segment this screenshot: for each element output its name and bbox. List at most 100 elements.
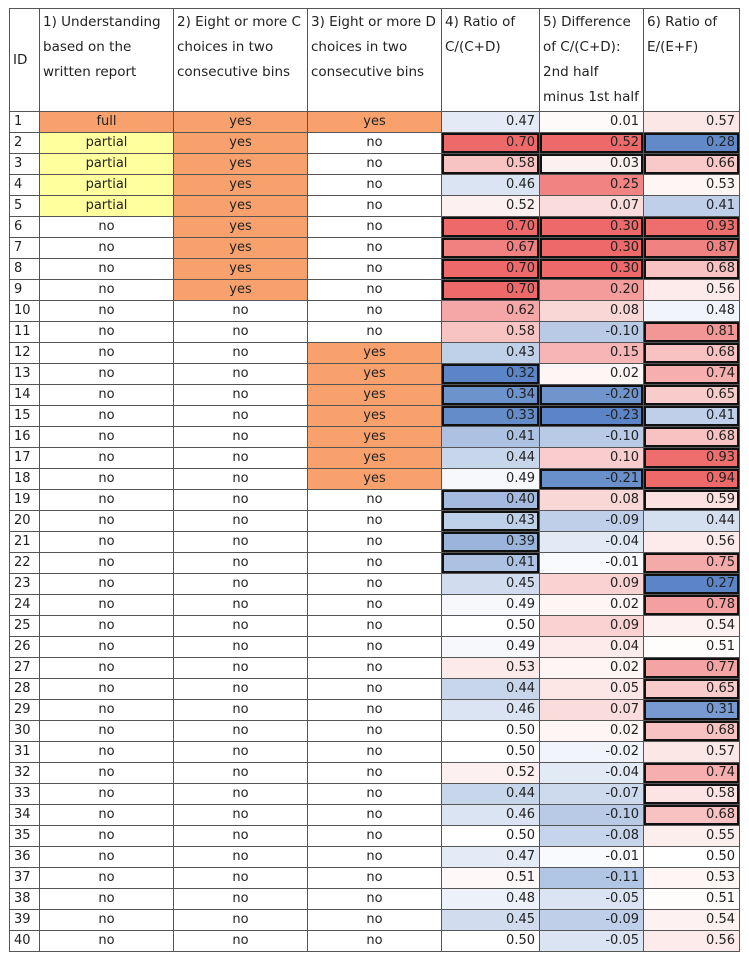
results-table: ID 1) Understanding based on the written…: [9, 8, 740, 952]
cell-id: 29: [9, 699, 40, 721]
header-c-choices: 2) Eight or more C choices in two consec…: [173, 8, 308, 112]
cell-d-choices: no: [307, 846, 442, 868]
cell-difference-cd: 0.30: [539, 258, 644, 280]
cell-ratio-ef: 0.48: [643, 300, 740, 322]
cell-id: 26: [9, 636, 40, 658]
cell-id: 16: [9, 426, 40, 448]
cell-difference-cd: 0.08: [539, 489, 644, 511]
cell-d-choices: no: [307, 531, 442, 553]
table-row: 10 no no no 0.62 0.08 0.48: [9, 300, 740, 322]
cell-c-choices: no: [173, 741, 308, 763]
cell-id: 25: [9, 615, 40, 637]
cell-c-choices: yes: [173, 153, 308, 175]
cell-ratio-ef: 0.68: [643, 342, 740, 364]
table-row: 6 no yes no 0.70 0.30 0.93: [9, 216, 740, 238]
cell-d-choices: no: [307, 615, 442, 637]
cell-c-choices: no: [173, 678, 308, 700]
cell-ratio-cd: 0.43: [441, 510, 540, 532]
table-row: 9 no yes no 0.70 0.20 0.56: [9, 279, 740, 301]
cell-difference-cd: 0.52: [539, 132, 644, 154]
table-row: 22 no no no 0.41 -0.01 0.75: [9, 552, 740, 574]
cell-ratio-cd: 0.39: [441, 531, 540, 553]
cell-ratio-ef: 0.51: [643, 888, 740, 910]
cell-c-choices: no: [173, 657, 308, 679]
cell-id: 1: [9, 111, 40, 133]
cell-difference-cd: 0.01: [539, 111, 644, 133]
cell-c-choices: no: [173, 405, 308, 427]
cell-d-choices: no: [307, 195, 442, 217]
cell-ratio-cd: 0.67: [441, 237, 540, 259]
cell-difference-cd: 0.02: [539, 594, 644, 616]
cell-understanding: partial: [39, 195, 174, 217]
cell-difference-cd: -0.10: [539, 426, 644, 448]
cell-ratio-cd: 0.45: [441, 573, 540, 595]
cell-c-choices: no: [173, 384, 308, 406]
cell-ratio-cd: 0.70: [441, 258, 540, 280]
cell-c-choices: yes: [173, 132, 308, 154]
cell-ratio-cd: 0.32: [441, 363, 540, 385]
cell-ratio-cd: 0.43: [441, 342, 540, 364]
cell-understanding: no: [39, 447, 174, 469]
table-row: 34 no no no 0.46 -0.10 0.68: [9, 804, 740, 826]
cell-d-choices: yes: [307, 468, 442, 490]
cell-understanding: no: [39, 804, 174, 826]
cell-ratio-ef: 0.77: [643, 657, 740, 679]
cell-understanding: no: [39, 216, 174, 238]
cell-id: 22: [9, 552, 40, 574]
cell-understanding: partial: [39, 174, 174, 196]
cell-id: 38: [9, 888, 40, 910]
cell-ratio-ef: 0.57: [643, 741, 740, 763]
cell-ratio-cd: 0.46: [441, 804, 540, 826]
cell-ratio-cd: 0.44: [441, 783, 540, 805]
cell-ratio-ef: 0.68: [643, 804, 740, 826]
cell-d-choices: yes: [307, 426, 442, 448]
header-id: ID: [9, 8, 40, 112]
cell-understanding: no: [39, 300, 174, 322]
cell-ratio-cd: 0.49: [441, 594, 540, 616]
cell-ratio-ef: 0.41: [643, 405, 740, 427]
cell-difference-cd: 0.04: [539, 636, 644, 658]
cell-c-choices: no: [173, 783, 308, 805]
cell-ratio-cd: 0.50: [441, 825, 540, 847]
cell-id: 39: [9, 909, 40, 931]
cell-ratio-cd: 0.70: [441, 279, 540, 301]
table-row: 15 no no yes 0.33 -0.23 0.41: [9, 405, 740, 427]
cell-id: 30: [9, 720, 40, 742]
cell-ratio-ef: 0.94: [643, 468, 740, 490]
cell-d-choices: no: [307, 699, 442, 721]
cell-difference-cd: 0.20: [539, 279, 644, 301]
cell-id: 12: [9, 342, 40, 364]
cell-d-choices: no: [307, 258, 442, 280]
table-row: 16 no no yes 0.41 -0.10 0.68: [9, 426, 740, 448]
header-ratio-ef: 6) Ratio of E/(E+F): [643, 8, 740, 112]
cell-id: 18: [9, 468, 40, 490]
cell-difference-cd: -0.09: [539, 909, 644, 931]
cell-understanding: no: [39, 279, 174, 301]
cell-id: 28: [9, 678, 40, 700]
cell-ratio-ef: 0.56: [643, 279, 740, 301]
cell-d-choices: no: [307, 216, 442, 238]
cell-d-choices: no: [307, 552, 442, 574]
cell-c-choices: no: [173, 615, 308, 637]
cell-c-choices: no: [173, 342, 308, 364]
cell-difference-cd: 0.07: [539, 699, 644, 721]
cell-id: 24: [9, 594, 40, 616]
cell-d-choices: no: [307, 321, 442, 343]
cell-c-choices: yes: [173, 279, 308, 301]
cell-ratio-cd: 0.46: [441, 174, 540, 196]
cell-c-choices: no: [173, 636, 308, 658]
cell-d-choices: no: [307, 300, 442, 322]
cell-ratio-cd: 0.51: [441, 867, 540, 889]
cell-ratio-cd: 0.70: [441, 132, 540, 154]
header-row: ID 1) Understanding based on the written…: [9, 8, 740, 112]
cell-understanding: no: [39, 426, 174, 448]
cell-ratio-cd: 0.34: [441, 384, 540, 406]
cell-difference-cd: -0.04: [539, 531, 644, 553]
cell-d-choices: no: [307, 825, 442, 847]
header-d-choices: 3) Eight or more D choices in two consec…: [307, 8, 442, 112]
cell-difference-cd: 0.30: [539, 237, 644, 259]
table-row: 23 no no no 0.45 0.09 0.27: [9, 573, 740, 595]
cell-understanding: no: [39, 342, 174, 364]
cell-id: 31: [9, 741, 40, 763]
cell-understanding: partial: [39, 132, 174, 154]
